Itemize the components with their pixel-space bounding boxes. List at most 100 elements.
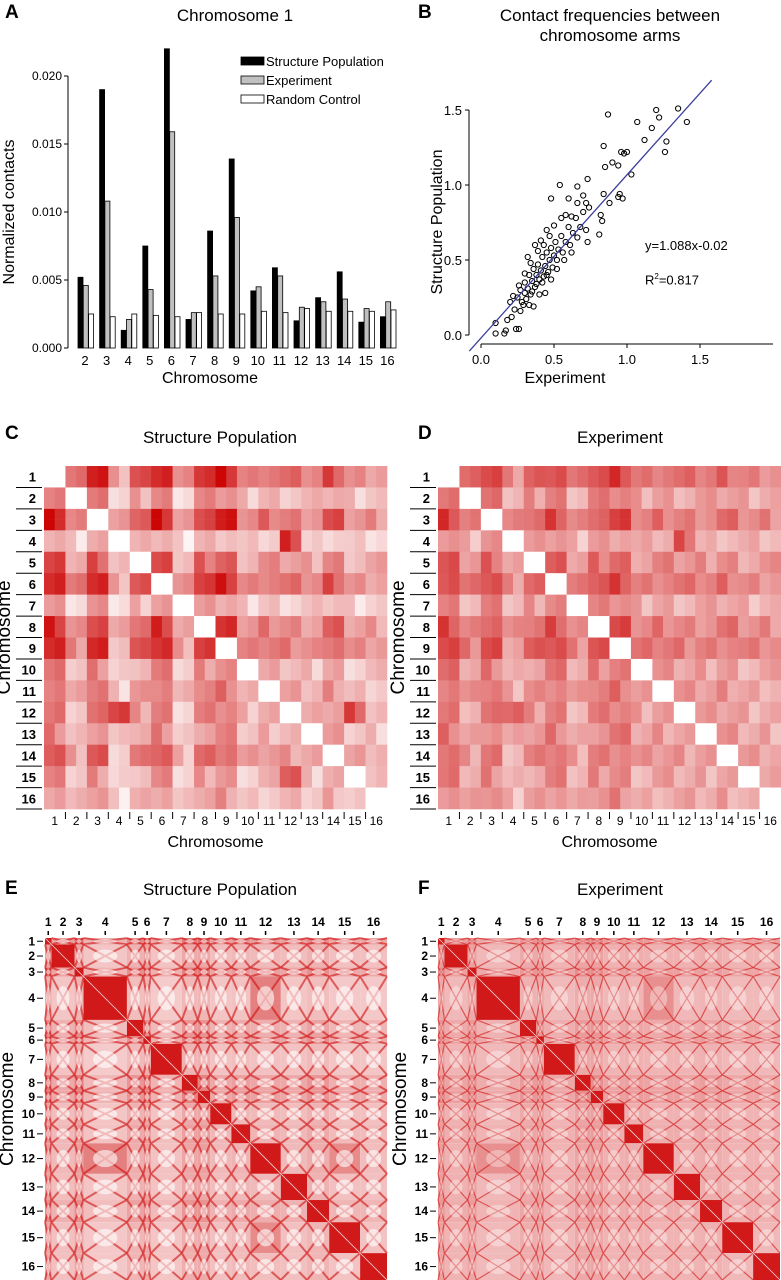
heatmap-cell — [129, 476, 141, 488]
heatmap-cell — [620, 648, 632, 660]
heatmap-cell — [108, 766, 120, 778]
heatmap-cell — [376, 594, 388, 606]
bar-random-control — [368, 310, 375, 349]
heatmap-cell — [119, 519, 131, 531]
map-void — [679, 1037, 695, 1043]
x-tick-label: 10 — [241, 814, 255, 828]
heatmap-cell — [290, 476, 302, 488]
heatmap-cell — [269, 701, 281, 713]
heatmap-cell — [354, 594, 366, 606]
heatmap-cell — [258, 733, 270, 745]
map-void — [578, 1259, 588, 1275]
map-void — [469, 1150, 475, 1168]
heatmap-cell — [236, 541, 248, 553]
map-void — [185, 1050, 195, 1069]
heatmap-cell — [194, 787, 206, 799]
heatmap-cell — [172, 712, 184, 724]
heatmap-cell — [161, 776, 173, 788]
y-tick-label: 9 — [421, 1090, 428, 1104]
heatmap-cell — [566, 658, 578, 670]
centromere-cross — [519, 1221, 537, 1254]
scatter-point — [683, 118, 690, 126]
heatmap-cell — [140, 776, 152, 788]
heatmap-cell — [641, 723, 653, 735]
heatmap-cell — [44, 551, 56, 563]
heatmap-cell — [76, 562, 88, 574]
heatmap-cell — [684, 744, 696, 756]
heatmap-cell — [376, 519, 388, 531]
heatmap-cell — [290, 605, 302, 617]
scatter-point — [600, 142, 607, 150]
heatmap-cell — [194, 498, 206, 510]
heatmap-cell — [695, 658, 707, 670]
centromere-cross — [476, 1221, 521, 1254]
heatmap-cell — [183, 551, 195, 563]
centromere-cross — [623, 1199, 644, 1223]
heatmap-cell — [716, 723, 728, 735]
centromere-cross — [699, 1123, 723, 1144]
heatmap-cell — [322, 605, 334, 617]
map-void — [523, 1150, 533, 1168]
heatmap-cell — [301, 466, 313, 478]
heatmap-cell — [226, 712, 238, 724]
heatmap-cell — [523, 616, 535, 628]
heatmap-cell — [97, 594, 109, 606]
bar-random-control — [131, 313, 138, 349]
heatmap-cell — [54, 658, 66, 670]
heatmap-cell — [630, 498, 642, 510]
heatmap-cell — [365, 616, 377, 628]
map-void — [523, 1179, 533, 1195]
heatmap-cell — [448, 519, 460, 531]
scatter-point — [628, 171, 635, 178]
map-void — [157, 969, 176, 975]
heatmap-cell — [684, 701, 696, 713]
heatmap-cell — [470, 583, 482, 595]
bar-structure-population — [293, 320, 300, 349]
heatmap-cell — [555, 701, 567, 713]
centromere-cross — [721, 1019, 754, 1037]
heatmap-cell — [108, 508, 120, 520]
scatter-point — [580, 192, 587, 199]
heatmap-cell — [108, 691, 120, 703]
heatmap-cell — [523, 658, 535, 670]
heatmap-cell — [279, 551, 291, 563]
heatmap-cell — [365, 498, 377, 510]
bar-structure-population — [142, 245, 149, 349]
heatmap-cell — [513, 712, 525, 724]
heatmap-cell — [333, 787, 345, 799]
heatmap-cell — [523, 573, 535, 585]
heatmap-cell — [652, 712, 664, 724]
heatmap-cell — [183, 487, 195, 499]
heatmap-cell — [770, 723, 781, 735]
map-void — [449, 1093, 463, 1101]
heatmap-cell — [333, 798, 345, 810]
heatmap-cell — [641, 466, 653, 478]
heatmap-cell — [545, 680, 557, 692]
map-void — [469, 986, 475, 1011]
heatmap-cell — [577, 680, 589, 692]
heatmap-cell — [770, 755, 781, 767]
heatmap-cell — [279, 787, 291, 799]
heatmap-cell — [236, 658, 248, 670]
heatmap-cell — [577, 594, 589, 606]
y-axis-label: Chromosome — [388, 580, 409, 694]
heatmap-cell — [663, 519, 675, 531]
panel-b-title: Contact frequencies between chromosome a… — [450, 6, 770, 46]
heatmap-cell — [301, 658, 313, 670]
heatmap-cell — [194, 487, 206, 499]
heatmap-cell — [598, 776, 610, 788]
heatmap-cell — [759, 637, 771, 649]
heatmap-cell — [226, 476, 238, 488]
y-tick-label: 6 — [421, 1033, 428, 1047]
heatmap-cell — [716, 669, 728, 681]
heatmap-cell — [534, 658, 546, 670]
y-axis-label: Normalized contacts — [1, 140, 18, 285]
scatter-point — [615, 162, 622, 169]
heatmap-cell — [226, 530, 238, 542]
heatmap-cell — [65, 658, 77, 670]
map-void — [679, 986, 695, 1011]
map-void — [729, 1204, 747, 1218]
map-void — [46, 1150, 51, 1168]
heatmap-cell — [513, 541, 525, 553]
map-void — [523, 1259, 533, 1275]
